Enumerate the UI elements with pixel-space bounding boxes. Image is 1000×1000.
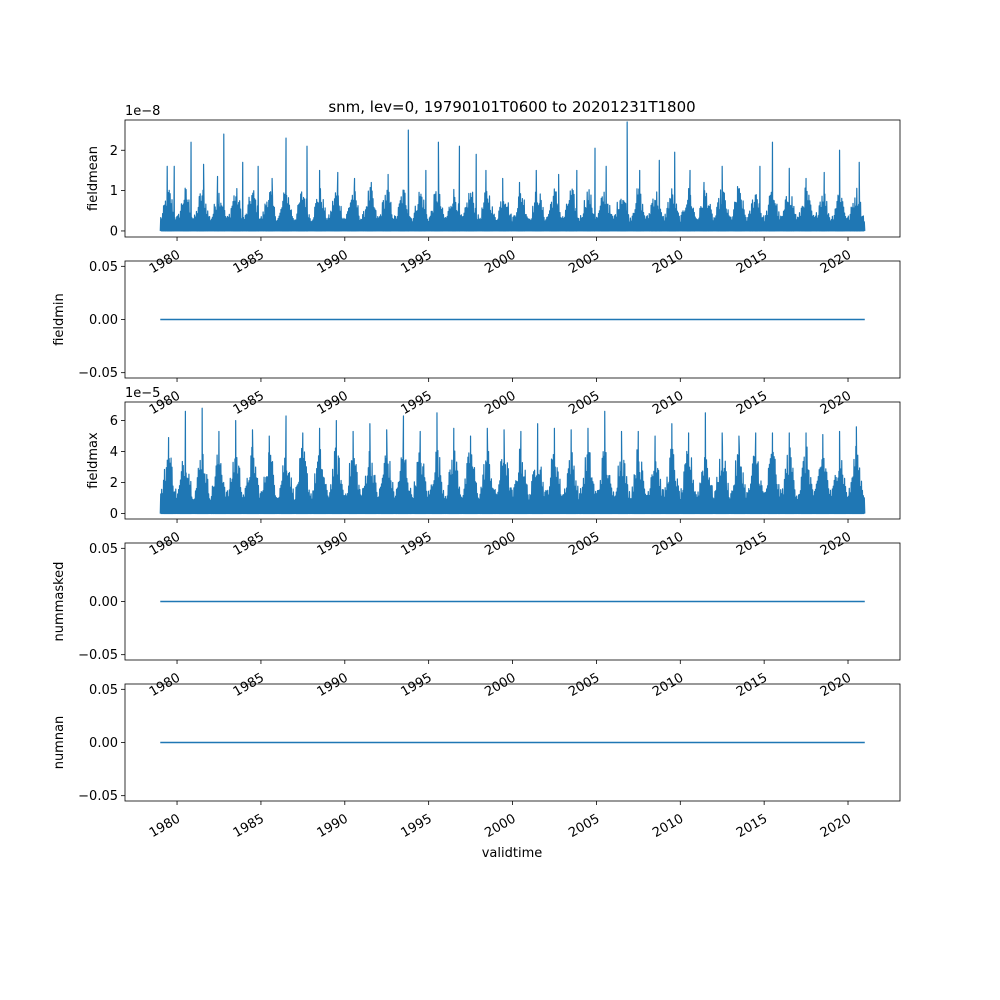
y-tick-label-2-0: 0 <box>110 507 118 522</box>
axes-frame-3 <box>124 542 901 661</box>
offset-text-0: 1e−8 <box>125 104 160 119</box>
y-tick-label-2-1: 2 <box>110 476 118 491</box>
y-tick-label-4-2: 0.05 <box>89 683 118 698</box>
y-axis-label-3: nummasked <box>52 562 67 642</box>
y-tick-label-3-2: 0.05 <box>89 542 118 557</box>
y-tick-label-4-0: −0.05 <box>78 789 118 804</box>
y-tick-label-3-1: 0.00 <box>89 595 118 610</box>
figure-title: snm, lev=0, 19790101T0600 to 20201231T18… <box>328 98 695 116</box>
y-tick-label-1-0: −0.05 <box>78 366 118 381</box>
axes-frame-0 <box>124 119 901 238</box>
offset-text-2: 1e−5 <box>125 386 160 401</box>
y-axis-label-0: fieldmean <box>86 146 101 211</box>
y-tick-label-0-1: 1 <box>110 184 118 199</box>
y-tick-label-2-3: 6 <box>110 414 118 429</box>
y-tick-label-3-0: −0.05 <box>78 648 118 663</box>
y-tick-label-4-1: 0.00 <box>89 736 118 751</box>
y-tick-label-0-2: 2 <box>110 144 118 159</box>
y-axis-label-2: fieldmax <box>86 432 101 489</box>
y-axis-label-4: numnan <box>52 716 67 770</box>
x-axis-label: validtime <box>482 846 543 861</box>
series-line-0-0 <box>159 121 866 232</box>
y-tick-label-0-0: 0 <box>110 224 118 239</box>
y-tick-label-1-2: 0.05 <box>89 260 118 275</box>
y-axis-label-1: fieldmin <box>52 293 67 346</box>
axes-frame-2 <box>124 401 901 520</box>
axes-frame-1 <box>124 260 901 379</box>
y-tick-label-1-1: 0.00 <box>89 313 118 328</box>
series-line-2-0 <box>159 407 866 515</box>
y-tick-label-2-2: 4 <box>110 445 118 460</box>
axes-frame-4 <box>124 683 901 802</box>
